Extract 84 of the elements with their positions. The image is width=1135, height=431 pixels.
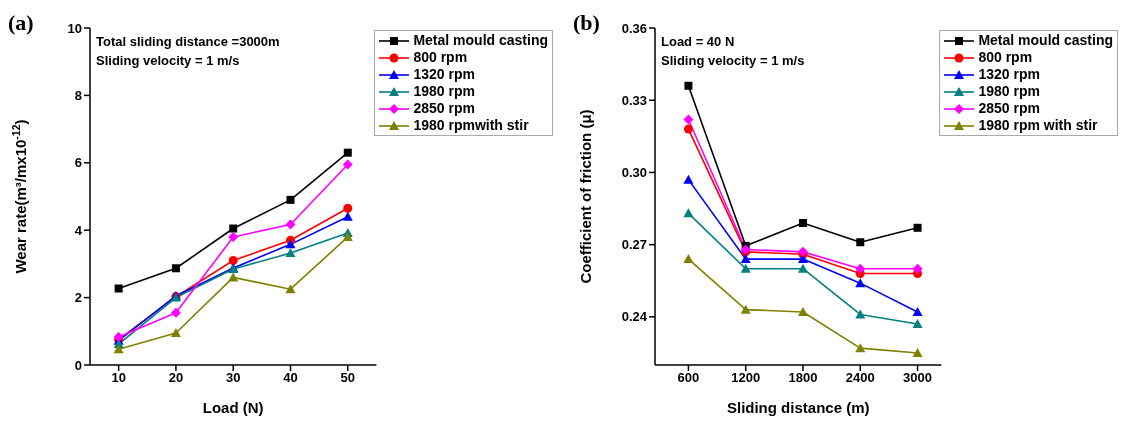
- point: [170, 327, 181, 337]
- point: [912, 307, 923, 317]
- legend-label: 2850 rpm: [978, 100, 1040, 117]
- point: [684, 81, 693, 90]
- legend-label: 1980 rpmwith stir: [413, 117, 529, 134]
- point: [855, 263, 866, 274]
- y-tick-label: 10: [67, 20, 82, 36]
- x-tick-label: 20: [168, 370, 184, 386]
- legend-label: 800 rpm: [978, 49, 1033, 66]
- y-tick-label: 6: [74, 155, 82, 171]
- point: [343, 203, 353, 213]
- x-axis-title: Sliding distance (m): [726, 399, 870, 416]
- point: [855, 343, 866, 353]
- point: [285, 219, 296, 230]
- legend-label: 1980 rpm: [413, 83, 475, 100]
- point: [285, 248, 296, 258]
- x-tick-label: 600: [677, 370, 700, 386]
- point: [229, 224, 238, 233]
- point: [683, 254, 694, 264]
- y-tick-label: 0.27: [621, 237, 647, 253]
- legend-label: 1320 rpm: [413, 66, 475, 83]
- y-tick-label: 0.30: [621, 165, 647, 181]
- point: [342, 159, 353, 170]
- point: [855, 309, 866, 319]
- point: [286, 195, 295, 204]
- chart-title: (a): [8, 10, 34, 36]
- point: [228, 272, 239, 282]
- y-axis-title: Coefficient of friction (μ): [577, 109, 594, 284]
- point: [170, 307, 181, 318]
- annotation: Sliding velocity = 1 m/s: [96, 52, 241, 70]
- point: [113, 344, 124, 354]
- y-tick-label: 0.24: [621, 309, 648, 325]
- point: [797, 263, 808, 273]
- x-tick-label: 50: [340, 370, 356, 386]
- y-tick-label: 8: [74, 88, 82, 104]
- x-tick-label: 2400: [845, 370, 875, 386]
- point: [683, 114, 694, 125]
- point: [114, 284, 123, 293]
- point: [740, 254, 751, 264]
- legend-label: Metal mould casting: [978, 32, 1113, 49]
- y-tick-label: 0.33: [621, 92, 647, 108]
- point: [913, 223, 922, 232]
- legend-label: 1980 rpm with stir: [978, 117, 1098, 134]
- x-tick-label: 10: [111, 370, 126, 386]
- point: [856, 238, 865, 247]
- point: [228, 256, 238, 266]
- legend-label: 2850 rpm: [413, 100, 475, 117]
- annotation: Total sliding distance =3000m: [96, 33, 280, 51]
- point: [285, 239, 296, 249]
- legend-label: Metal mould casting: [413, 32, 548, 49]
- legend-label: 1980 rpm: [978, 83, 1040, 100]
- point: [342, 231, 353, 241]
- y-tick-label: 0: [74, 357, 82, 373]
- y-tick-label: 4: [74, 222, 83, 238]
- point: [683, 174, 694, 184]
- point: [798, 218, 807, 227]
- x-tick-label: 3000: [903, 370, 933, 386]
- point: [285, 284, 296, 294]
- point: [342, 211, 353, 221]
- point: [343, 148, 352, 157]
- point: [912, 347, 923, 357]
- point: [740, 263, 751, 273]
- y-tick-label: 0.36: [621, 20, 647, 36]
- x-tick-label: 1200: [731, 370, 761, 386]
- x-tick-label: 40: [283, 370, 298, 386]
- point: [912, 319, 923, 329]
- point: [797, 254, 808, 264]
- annotation: Sliding velocity = 1 m/s: [661, 52, 805, 70]
- point: [683, 208, 694, 218]
- point: [912, 263, 923, 274]
- point: [797, 307, 808, 317]
- chart-title: (b): [573, 10, 600, 36]
- point: [171, 264, 180, 273]
- point: [855, 278, 866, 288]
- y-tick-label: 2: [74, 290, 82, 306]
- legend-label: 1320 rpm: [978, 66, 1040, 83]
- x-axis-title: Load (N): [202, 399, 264, 416]
- point: [740, 304, 751, 314]
- x-tick-label: 1800: [788, 370, 818, 386]
- point: [228, 231, 239, 242]
- annotation: Load = 40 N: [661, 33, 736, 51]
- point: [683, 124, 693, 134]
- legend-label: 800 rpm: [413, 49, 468, 66]
- x-tick-label: 30: [225, 370, 241, 386]
